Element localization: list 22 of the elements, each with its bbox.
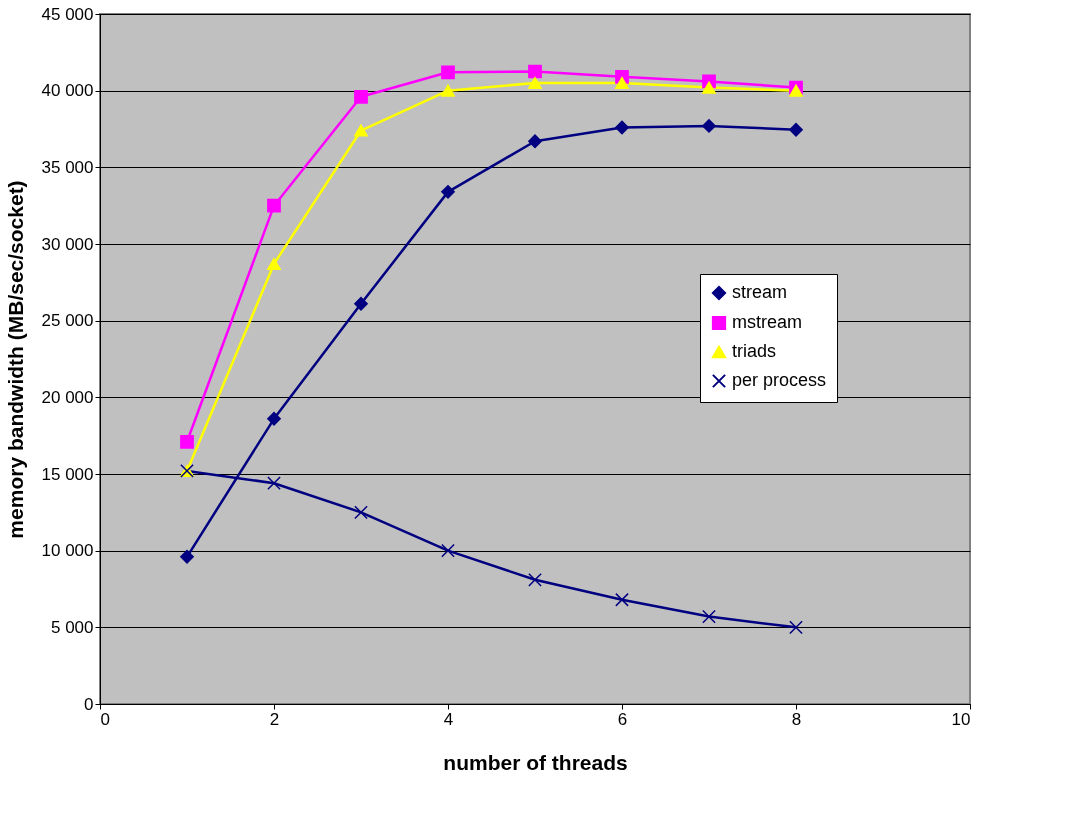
- y-tick-label: 30 000: [41, 234, 94, 254]
- y-tick-label: 45 000: [41, 4, 94, 24]
- legend-label: mstream: [732, 312, 803, 332]
- x-tick-label: 4: [443, 709, 454, 729]
- y-tick-label: 0: [84, 694, 94, 714]
- y-tick-label: 20 000: [41, 387, 94, 407]
- y-axis-title: memory bandwidth (MB/sec/socket): [3, 180, 27, 539]
- x-tick-label: 0: [100, 709, 110, 729]
- x-tick-label: 10: [951, 709, 971, 729]
- y-tick-label: 25 000: [41, 311, 94, 331]
- y-tick-label: 5 000: [50, 617, 94, 637]
- y-tick-label: 40 000: [41, 81, 94, 101]
- y-tick-label: 35 000: [41, 157, 94, 177]
- y-tick-label: 15 000: [41, 464, 94, 484]
- x-tick-label: 8: [791, 709, 802, 729]
- x-axis-title: number of threads: [443, 750, 628, 774]
- legend-label: triads: [732, 341, 777, 361]
- x-tick-label: 6: [617, 709, 628, 729]
- x-tick-label: 2: [269, 709, 280, 729]
- y-tick-label: 10 000: [41, 541, 94, 561]
- legend-label: stream: [732, 282, 788, 302]
- legend-label: per process: [732, 370, 827, 390]
